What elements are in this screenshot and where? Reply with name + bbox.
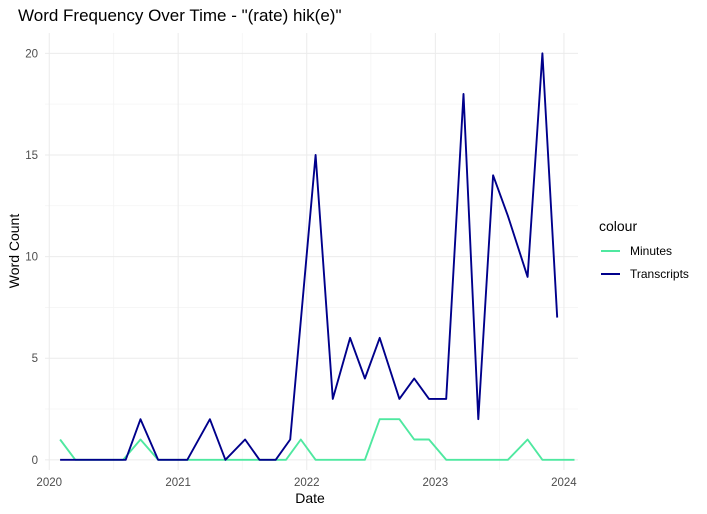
y-tick-labels: 0 5 10 15 20 [25, 48, 38, 467]
legend-items: Minutes Transcripts [601, 244, 689, 281]
x-tick-label: 2020 [36, 477, 62, 489]
series-lines [59, 52, 575, 461]
y-tick-label: 20 [25, 48, 38, 60]
legend-label-minutes: Minutes [630, 244, 672, 258]
x-axis-title: Date [295, 490, 325, 506]
y-tick-label: 10 [25, 252, 38, 264]
y-tick-label: 15 [25, 150, 38, 162]
x-tick-labels: 2020 2021 2022 2023 2024 [36, 477, 577, 489]
series-line-minutes [59, 418, 575, 461]
chart-title: Word Frequency Over Time - "(rate) hik(e… [18, 6, 342, 25]
minor-gridlines [45, 33, 578, 470]
x-tick-label: 2021 [165, 477, 191, 489]
legend-title: colour [599, 218, 637, 234]
legend-label-transcripts: Transcripts [630, 267, 689, 281]
x-tick-label: 2022 [294, 477, 320, 489]
y-tick-label: 5 [32, 353, 38, 365]
y-tick-label: 0 [32, 455, 38, 467]
legend: colour Minutes Transcripts [599, 218, 689, 281]
x-tick-label: 2024 [551, 477, 577, 489]
series-line-transcripts [60, 52, 559, 461]
x-tick-label: 2023 [423, 477, 449, 489]
y-axis-title: Word Count [6, 214, 22, 289]
major-gridlines [45, 33, 578, 470]
